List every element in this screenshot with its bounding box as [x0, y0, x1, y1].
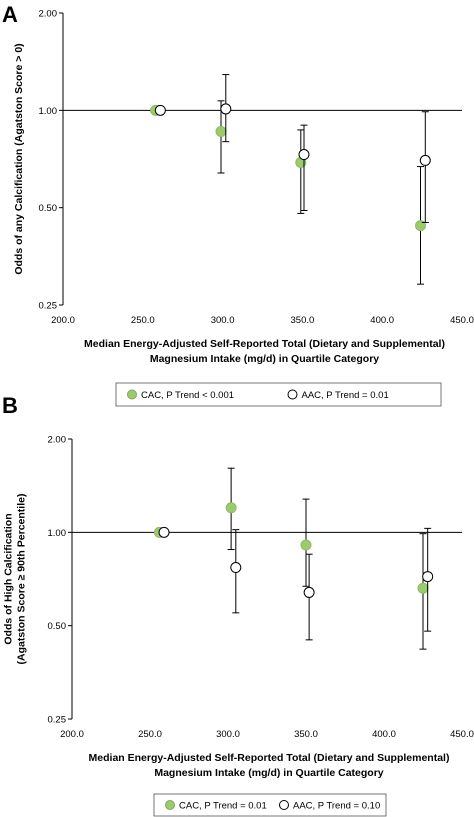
x-tick-label: 300.0: [216, 729, 240, 740]
x-tick-label: 400.0: [370, 315, 394, 326]
legend-marker: [279, 800, 289, 810]
legend-box: [115, 382, 442, 407]
data-point: [215, 126, 227, 138]
data-point: [303, 586, 315, 598]
legend-box: [153, 793, 387, 817]
x-tick-label: 350.0: [291, 315, 315, 326]
legend-label: CAC, P Trend = 0.01: [179, 801, 267, 812]
legend-marker: [287, 389, 298, 400]
legend-label: CAC, P Trend < 0.001: [141, 390, 234, 401]
x-tick-label: 200.0: [60, 729, 84, 740]
y-tick-label: 1.00: [48, 528, 67, 539]
y-axis-title-line: Odds of High Calcification: [3, 513, 15, 644]
data-point: [422, 571, 434, 583]
y-tick-label: 0.25: [48, 715, 67, 726]
data-point: [417, 582, 429, 594]
x-tick-label: 350.0: [294, 729, 318, 740]
series-aac: [158, 526, 434, 641]
data-point: [298, 149, 310, 161]
data-point: [419, 154, 431, 166]
panel-b: B 0.25 0.50 1.00 2.00 200.0 250.0 300.0 350.0 400…: [2, 393, 474, 817]
x-tick-label: 400.0: [372, 729, 396, 740]
x-axis-title-line1: Median Energy-Adjusted Self-Reported Tot…: [89, 752, 450, 764]
data-point: [300, 539, 312, 551]
y-tick-label: 2.00: [39, 9, 58, 20]
data-point: [220, 103, 232, 115]
x-tick-label: 250.0: [131, 315, 155, 326]
y-axis-title-line: (Agatston Score ≥ 90th Percentile): [16, 494, 28, 665]
x-axis-title-line2: Magnesium Intake (mg/d) in Quartile Cate…: [150, 353, 379, 365]
legend-label: AAC, P Trend = 0.10: [293, 801, 380, 812]
series-aac: [154, 74, 431, 223]
y-axis-title: Odds of any Calcification (Agatston Scor…: [13, 43, 25, 274]
data-point: [230, 562, 242, 574]
x-axis-title-line1: Median Energy-Adjusted Self-Reported Tot…: [84, 338, 445, 350]
data-point: [158, 526, 170, 538]
y-tick-label: 0.25: [39, 301, 58, 312]
panel-a: A 0.25 0.50 1.00 2.00 200.0 250.0 300.0 350.0 400…: [2, 2, 474, 407]
y-axis-title-line: Odds of any Calcification (Agatston Scor…: [13, 43, 25, 274]
y-tick-label: 2.00: [48, 435, 67, 446]
legend-marker: [127, 389, 137, 400]
x-tick-label: 250.0: [138, 729, 162, 740]
x-tick-label: 450.0: [450, 729, 474, 740]
x-axis-title-line2: Magnesium Intake (mg/d) in Quartile Cate…: [154, 767, 383, 779]
panel-letter: A: [2, 2, 18, 27]
legend-marker: [165, 800, 175, 810]
x-tick-label: 450.0: [450, 315, 474, 326]
y-tick-label: 0.50: [39, 203, 58, 214]
legend: CAC, P Trend < 0.001 AAC, P Trend = 0.01: [115, 382, 442, 407]
legend: CAC, P Trend = 0.01 AAC, P Trend = 0.10: [153, 793, 387, 817]
y-tick-label: 1.00: [39, 106, 58, 117]
x-tick-label: 200.0: [51, 315, 75, 326]
data-point: [415, 220, 427, 232]
x-tick-label: 300.0: [211, 315, 235, 326]
data-point: [154, 104, 166, 116]
legend-label: AAC, P Trend = 0.01: [302, 390, 389, 401]
y-axis-title: Odds of High Calcification (Agatston Scor…: [3, 494, 28, 665]
panel-letter: B: [2, 393, 18, 418]
data-point: [225, 502, 237, 514]
series-cac: [150, 100, 427, 285]
y-tick-label: 0.50: [48, 621, 67, 632]
series-cac: [153, 467, 429, 650]
